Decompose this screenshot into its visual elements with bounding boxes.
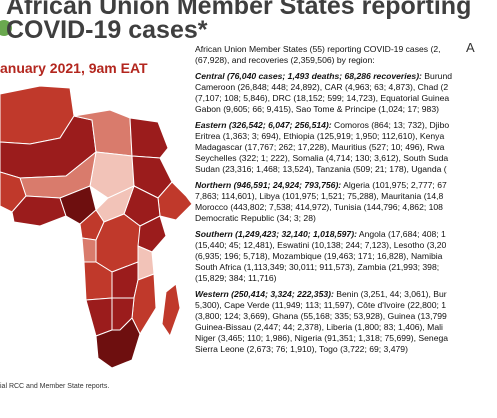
region-line: Burund (421, 71, 453, 81)
map-region-south-africa (95, 317, 141, 369)
summary-paragraph: African Union Member States (55) reporti… (195, 44, 497, 66)
region-line: (15,829; 384; 11,716) (195, 273, 277, 283)
region-heading: Central (76,040 cases; 1,493 deaths; 68,… (195, 71, 422, 81)
region-line: Angola (17,684; 408; 1 (356, 229, 446, 239)
region-line: Eritrea (1,363; 3; 694), Ethiopia (125,9… (195, 131, 445, 141)
region-line: Sudan (23,316; 1,468; 13,524), Tanzania … (195, 164, 447, 174)
report-date: anuary 2021, 9am EAT (0, 60, 148, 76)
page-title-line2: COVID-19 cases* (6, 16, 208, 44)
region-southern: Southern (1,249,423; 32,140; 1,018,597):… (195, 229, 497, 284)
region-line: Morocco (443,802; 7,538; 414,972), Tunis… (195, 202, 443, 212)
region-line: (3,800; 124; 3,669), Ghana (55,168; 335;… (195, 311, 447, 321)
region-heading: Northern (946,591; 24,924; 793,756): (195, 180, 342, 190)
summary-line: (67,928), and recoveries (2,359,506) by … (195, 55, 375, 65)
region-line: Benin (3,251, 44; 3,061), Bur (333, 289, 447, 299)
region-eastern: Eastern (326,542; 6,047; 256,514): Comor… (195, 120, 497, 175)
region-western: Western (250,414; 3,324; 222,353): Benin… (195, 289, 497, 355)
region-line: Guinea-Bissau (2,447; 44; 2,378), Liberi… (195, 322, 443, 332)
region-line: 7,863; 114,601), Libya (101,975; 1,521; … (195, 191, 444, 201)
summary-line: African Union Member States (55) reporti… (195, 44, 441, 54)
africa-choropleth-map (0, 86, 192, 369)
region-line: (6,935; 196; 5,718), Mozambique (19,463;… (195, 251, 443, 261)
map-region-congo-gabon (81, 237, 97, 263)
region-line: South Africa (1,113,349; 30,011; 911,573… (195, 262, 440, 272)
map-source-note: ial RCC and Member State reports. (0, 383, 110, 390)
corner-label: A (466, 40, 475, 55)
region-line: Cameroon (26,848; 448; 24,892), CAR (4,9… (195, 82, 449, 92)
region-line: (7,107; 108; 5,846), DRC (18,152; 599; 1… (195, 93, 450, 103)
region-heading: Western (250,414; 3,324; 222,353): (195, 289, 334, 299)
region-line: Niger (3,465; 110; 1,986), Nigeria (91,3… (195, 333, 449, 343)
region-line: Algeria (101,975; 2,777; 67 (341, 180, 447, 190)
map-region-madagascar (161, 283, 181, 338)
virus-icon (0, 20, 12, 36)
region-line: Gabon (9,605; 66; 9,415), Sao Tome & Pri… (195, 104, 439, 114)
map-region-namibia (85, 297, 113, 337)
region-line: Madagascar (17,767; 262; 17,228), Maurit… (195, 142, 445, 152)
region-line: Comoros (864; 13; 732), Djibo (331, 120, 450, 130)
region-heading: Southern (1,249,423; 32,140; 1,018,597): (195, 229, 357, 239)
region-line: Seychelles (322; 1; 222), Somalia (4,714… (195, 153, 449, 163)
region-central: Central (76,040 cases; 1,493 deaths; 68,… (195, 71, 497, 115)
region-line: Democratic Republic (34; 3; 28) (195, 213, 316, 223)
region-line: Sierra Leone (2,673; 76; 1,910), Togo (3… (195, 344, 408, 354)
region-heading: Eastern (326,542; 6,047; 256,514): (195, 120, 332, 130)
region-northern: Northern (946,591; 24,924; 793,756): Alg… (195, 180, 497, 224)
page-title-line1: African Union Member States reporting (6, 0, 472, 20)
map-region-egypt (129, 117, 169, 159)
case-summary-panel: African Union Member States (55) reporti… (195, 44, 497, 360)
region-line: 5,300), Cape Verde (11,949; 113; 11,597)… (195, 300, 447, 310)
map-region-kenya (137, 215, 167, 253)
region-line: (15,440; 45; 12,481), Eswatini (10,138; … (195, 240, 447, 250)
